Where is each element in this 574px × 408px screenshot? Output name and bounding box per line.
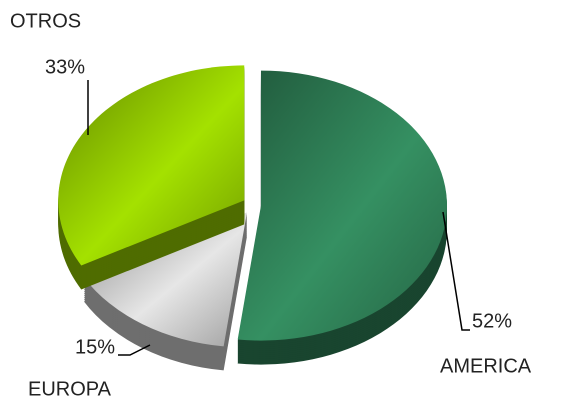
value-label: 52% (472, 310, 512, 332)
pie-slice (237, 70, 447, 365)
slice-top (58, 65, 245, 266)
pie-slice (83, 212, 247, 371)
value-label: 33% (45, 56, 85, 78)
slice-top (237, 70, 447, 341)
slice-top (83, 212, 247, 347)
pie-slice (58, 65, 245, 290)
leader-line (118, 344, 151, 356)
leaders (87, 80, 470, 356)
category-label: EUROPA (28, 378, 112, 400)
category-label: OTROS (10, 10, 81, 32)
value-label: 15% (75, 336, 115, 358)
leader-line (442, 211, 470, 331)
slices (58, 65, 447, 371)
category-label: AMERICA (440, 355, 532, 377)
